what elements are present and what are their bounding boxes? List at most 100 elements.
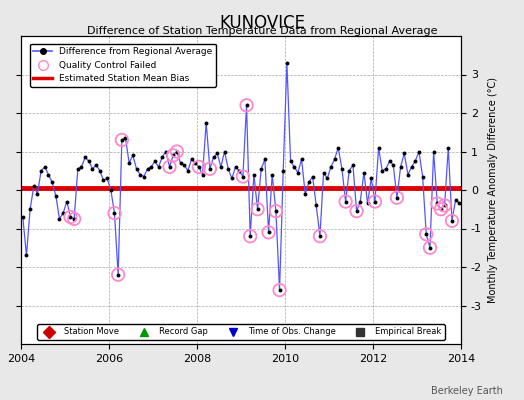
Point — [276, 287, 284, 293]
Point — [89, 166, 97, 172]
Point — [283, 60, 291, 66]
Point — [378, 168, 386, 174]
Point — [169, 152, 177, 158]
Point — [78, 164, 86, 170]
Point — [393, 194, 401, 201]
Point — [268, 171, 276, 178]
Point — [136, 171, 144, 178]
Point — [144, 166, 152, 172]
Point — [133, 166, 141, 172]
Point — [448, 218, 456, 224]
Point — [243, 102, 251, 108]
Point — [220, 148, 228, 155]
Point — [118, 137, 126, 143]
Point — [48, 179, 56, 186]
Point — [129, 152, 137, 158]
Point — [441, 202, 449, 209]
Point — [287, 158, 295, 164]
Point — [254, 206, 262, 212]
Point — [433, 200, 441, 207]
Y-axis label: Monthly Temperature Anomaly Difference (°C): Monthly Temperature Anomaly Difference (… — [487, 77, 497, 303]
Text: KUNOVICE: KUNOVICE — [219, 14, 305, 32]
Point — [356, 198, 364, 205]
Point — [404, 171, 412, 178]
Point — [191, 160, 199, 166]
Point — [74, 166, 82, 172]
Point — [342, 198, 350, 205]
Point — [41, 164, 49, 170]
Point — [393, 194, 401, 201]
Point — [195, 164, 203, 170]
Point — [173, 148, 181, 155]
Point — [353, 208, 361, 214]
Point — [114, 272, 122, 278]
Point — [246, 233, 254, 239]
Point — [294, 170, 302, 176]
Point — [147, 164, 155, 170]
Point — [360, 170, 368, 176]
Point — [309, 173, 317, 180]
Point — [444, 144, 452, 151]
Point — [92, 162, 100, 168]
Point — [334, 144, 342, 151]
Point — [63, 198, 71, 205]
Point — [250, 171, 258, 178]
Point — [30, 183, 38, 189]
Point — [103, 175, 111, 182]
Point — [26, 206, 34, 212]
Legend: Station Move, Record Gap, Time of Obs. Change, Empirical Break: Station Move, Record Gap, Time of Obs. C… — [37, 324, 445, 340]
Point — [279, 168, 287, 174]
Point — [81, 154, 89, 160]
Point — [177, 160, 185, 166]
Point — [213, 150, 221, 157]
Point — [426, 244, 434, 251]
Point — [22, 252, 30, 259]
Point — [323, 175, 331, 182]
Point — [158, 154, 166, 160]
Point — [426, 244, 434, 251]
Point — [125, 160, 133, 166]
Point — [180, 162, 188, 168]
Point — [415, 148, 423, 155]
Point — [19, 214, 27, 220]
Point — [433, 200, 441, 207]
Point — [217, 164, 225, 170]
Point — [396, 164, 405, 170]
Point — [290, 164, 298, 170]
Point — [114, 272, 122, 278]
Point — [111, 210, 119, 216]
Point — [418, 173, 427, 180]
Point — [187, 156, 195, 162]
Point — [254, 206, 262, 212]
Point — [243, 102, 251, 108]
Point — [430, 148, 438, 155]
Point — [422, 231, 430, 238]
Point — [375, 144, 383, 151]
Point — [107, 187, 115, 193]
Point — [209, 154, 217, 160]
Point — [195, 164, 203, 170]
Point — [122, 135, 130, 141]
Point — [437, 206, 445, 212]
Point — [448, 218, 456, 224]
Point — [140, 173, 148, 180]
Point — [151, 158, 159, 164]
Point — [96, 168, 104, 174]
Point — [385, 158, 394, 164]
Point — [162, 148, 170, 155]
Point — [272, 208, 280, 214]
Point — [155, 164, 163, 170]
Point — [37, 168, 45, 174]
Point — [272, 208, 280, 214]
Point — [239, 173, 247, 180]
Point — [265, 229, 273, 236]
Point — [70, 216, 78, 222]
Point — [455, 200, 463, 207]
Point — [67, 214, 75, 220]
Point — [437, 206, 445, 212]
Point — [257, 166, 265, 172]
Point — [389, 162, 397, 168]
Point — [261, 156, 269, 162]
Point — [224, 166, 232, 172]
Point — [206, 166, 214, 172]
